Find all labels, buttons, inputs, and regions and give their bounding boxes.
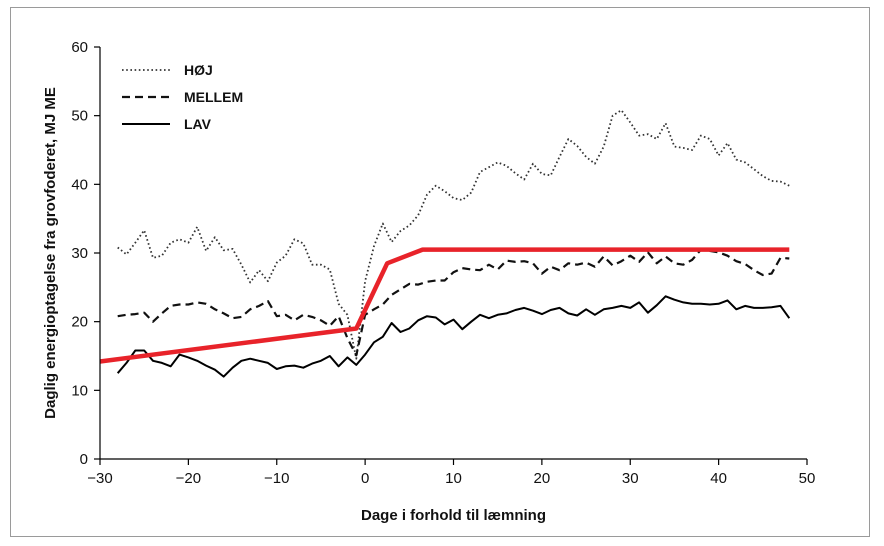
series-line-red-line <box>99 247 790 364</box>
y-tick-label: 0 <box>80 451 88 468</box>
series-line-høj <box>117 109 790 360</box>
y-axis-title: Daglig energioptagelse fra grovfoderet, … <box>42 87 59 419</box>
legend: HØJ MELLEM LAV <box>122 62 243 132</box>
y-tick-label: 60 <box>71 39 88 56</box>
axis-ticks: −30 −20 −10 0 10 20 30 40 50 0 10 20 30 40 50 60 <box>71 39 815 487</box>
y-tick-label: 30 <box>71 245 88 262</box>
series-line-mellem <box>117 248 790 357</box>
x-tick-label: −20 <box>176 470 201 487</box>
y-tick-label: 10 <box>71 382 88 399</box>
x-tick-label: 10 <box>445 470 462 487</box>
legend-label: LAV <box>184 116 212 132</box>
chart-frame <box>10 7 870 537</box>
series-line-lav <box>116 295 791 378</box>
x-tick-label: 40 <box>710 470 727 487</box>
series-lines <box>99 109 791 378</box>
legend-label: MELLEM <box>184 89 243 105</box>
legend-label: HØJ <box>184 62 213 78</box>
x-tick-label: 20 <box>534 470 551 487</box>
x-tick-label: −30 <box>87 470 112 487</box>
x-tick-label: 30 <box>622 470 639 487</box>
x-tick-label: −10 <box>264 470 289 487</box>
y-tick-label: 40 <box>71 176 88 193</box>
y-tick-label: 50 <box>71 108 88 125</box>
y-tick-label: 20 <box>71 314 88 331</box>
x-axis-title: Dage i forhold til læmning <box>361 507 546 524</box>
x-tick-label: 0 <box>361 470 369 487</box>
x-tick-label: 50 <box>799 470 816 487</box>
